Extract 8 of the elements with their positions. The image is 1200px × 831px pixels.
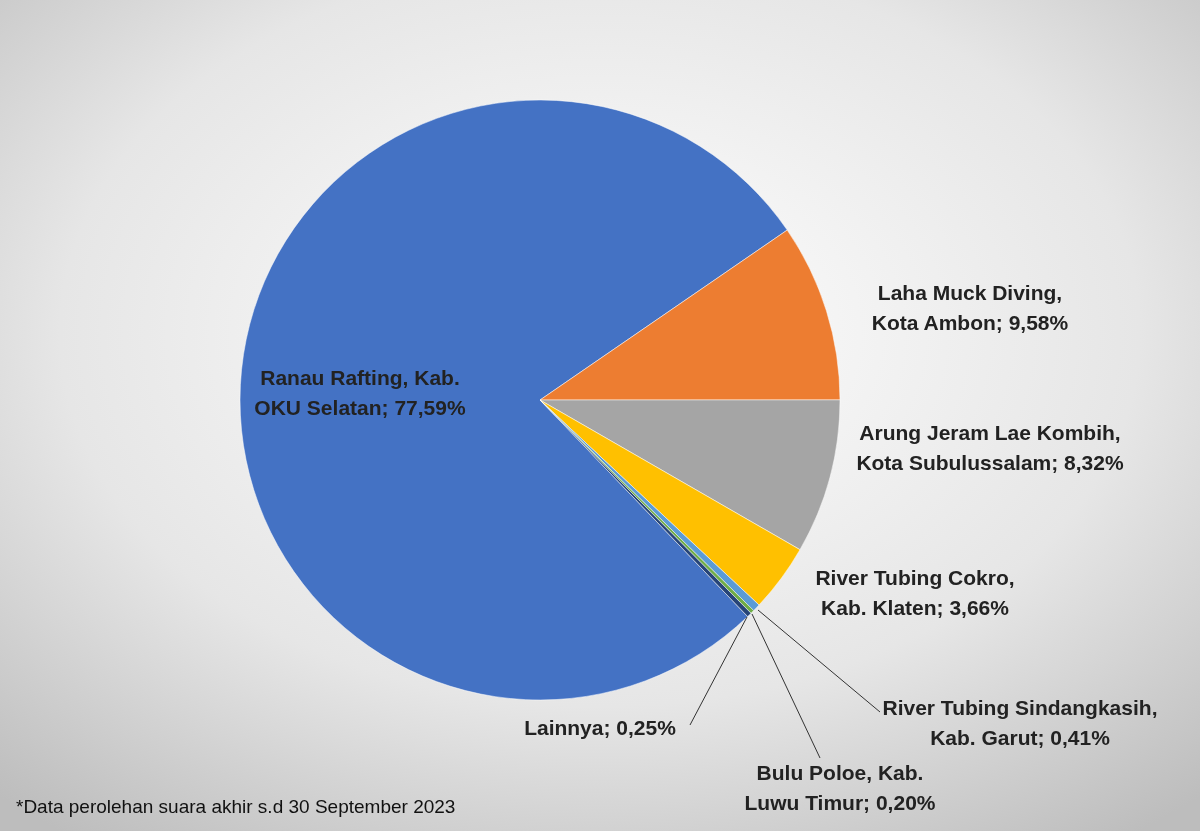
slice-label: River Tubing Cokro, Kab. Klaten; 3,66% [815, 566, 1015, 619]
slice-label: River Tubing Sindangkasih, Kab. Garut; 0,41% [882, 696, 1158, 749]
slice-label: Laha Muck Diving, Kota Ambon; 9,58% [871, 281, 1069, 334]
slice-label: Arung Jeram Lae Kombih, Kota Subulussalam; 8,32% [856, 421, 1124, 474]
slice-label: Ranau Rafting, Kab. OKU Selatan; 77,59% [254, 366, 466, 419]
slice-label: Lainnya; 0,25% [524, 716, 677, 739]
slice-label: Bulu Poloe, Kab. Luwu Timur; 0,20% [744, 761, 936, 814]
text: *Data perolehan suara akhir s.d 30 September 2023 [16, 796, 456, 817]
